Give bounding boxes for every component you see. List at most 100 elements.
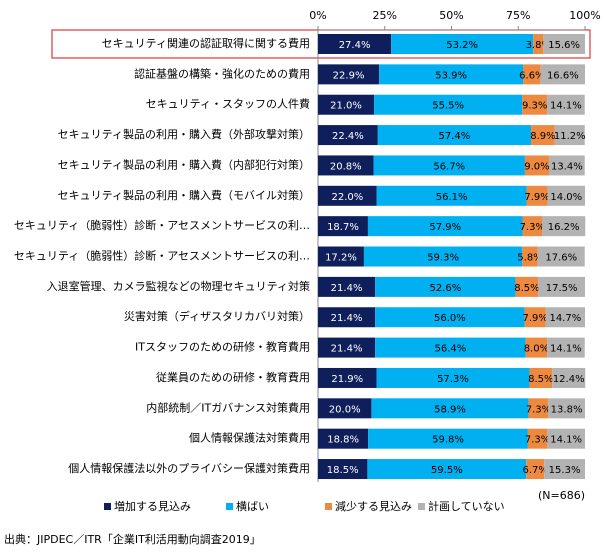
bar-segment [552, 367, 586, 388]
legend-swatch [418, 503, 425, 510]
value-label: 8.0% [524, 344, 549, 355]
bar-segment [537, 246, 585, 267]
bar-segment [545, 307, 585, 328]
bar-segment [318, 216, 368, 237]
value-label: 17.2% [325, 253, 357, 264]
value-label: 21.4% [331, 344, 363, 355]
value-label: 7.9% [524, 192, 549, 203]
bar-segment [318, 125, 378, 146]
value-label: 9.0% [524, 161, 549, 172]
bar-segment [376, 367, 530, 388]
bar-segment [318, 367, 377, 388]
value-label: 14.1% [550, 435, 582, 446]
category-label: セキュリティ（脆弱性）診断・アセスメントサービスの利… [14, 249, 310, 263]
bar-segment [318, 34, 392, 54]
bar-segment [547, 337, 585, 358]
bar-segment [373, 155, 525, 176]
source-note: 出典：JIPDEC／ITR「企業IT利活用動向調査2019」 [4, 532, 261, 546]
value-label: 7.3% [526, 404, 551, 415]
bar-segment [547, 94, 585, 115]
value-label: 14.1% [550, 344, 582, 355]
bar-segment [371, 398, 529, 419]
value-label: 22.0% [331, 192, 363, 203]
value-label: 57.4% [439, 131, 471, 142]
bar-segment [524, 307, 546, 328]
value-label: 59.3% [427, 253, 459, 264]
x-tick-label: 100% [569, 9, 600, 22]
value-label: 15.6% [548, 40, 580, 51]
bar-segment [543, 34, 585, 54]
value-label: 57.9% [429, 222, 461, 233]
value-label: 17.6% [545, 253, 577, 264]
value-label: 22.4% [332, 131, 364, 142]
bar-segment [523, 64, 541, 85]
x-tick-label: 75% [506, 9, 530, 22]
bar-segment [376, 185, 527, 206]
legend-label: 計画していない [428, 499, 505, 513]
bar-segment [526, 185, 548, 206]
bar-segment [374, 94, 523, 115]
category-label: セキュリティ製品の利用・購入費（モバイル対策） [58, 188, 310, 202]
value-label: 21.4% [331, 313, 363, 324]
value-label: 27.4% [339, 40, 371, 51]
legend-swatch [226, 503, 233, 510]
category-label: 災害対策（ディザスタリカバリ対策） [124, 309, 310, 323]
value-label: 8.9% [530, 131, 555, 142]
category-label: ITスタッフのための研修・教育費用 [135, 340, 310, 354]
value-label: 15.3% [549, 465, 581, 476]
value-label: 8.5% [528, 374, 553, 385]
bar-segment [379, 64, 524, 85]
bar-segment [524, 155, 549, 176]
value-label: 14.7% [549, 313, 581, 324]
bar-segment [547, 185, 585, 206]
bar-segment [318, 398, 372, 419]
bar-segment [548, 398, 585, 419]
legend-swatch [104, 503, 111, 510]
bar-segment [318, 428, 369, 449]
value-label: 5.8% [517, 253, 542, 264]
bar-segment [318, 246, 364, 267]
bar-segment [375, 307, 525, 328]
bar-segment [522, 94, 548, 115]
bar-segment [318, 337, 376, 358]
bar-segment [540, 64, 585, 85]
value-label: 17.5% [546, 283, 578, 294]
category-label: 従業員のための研修・教育費用 [156, 370, 310, 384]
bar-segment [538, 276, 585, 297]
value-label: 13.4% [551, 161, 583, 172]
value-label: 58.9% [434, 404, 466, 415]
bar-segment [528, 398, 549, 419]
x-tick-label: 0% [309, 9, 326, 22]
value-label: 53.9% [435, 70, 467, 81]
bar-segment [544, 459, 585, 480]
value-label: 18.5% [327, 465, 359, 476]
value-label: 3.8% [526, 40, 551, 51]
bar-segment [367, 216, 523, 237]
x-tick-label: 50% [439, 9, 463, 22]
bar-segment [318, 185, 377, 206]
category-label: 個人情報保護法以外のプライバシー保護対策費用 [68, 461, 310, 475]
value-label: 7.3% [520, 222, 545, 233]
bar-segment [318, 459, 368, 480]
value-label: 16.2% [548, 222, 580, 233]
value-label: 55.5% [432, 101, 464, 112]
legend-label: 横ばい [236, 499, 269, 513]
sample-size-note: (N=686) [538, 489, 585, 502]
value-label: 21.9% [331, 374, 363, 385]
bar-segment [363, 246, 523, 267]
bar-segment [318, 307, 376, 328]
value-label: 12.4% [553, 374, 585, 385]
bar-segment [522, 246, 538, 267]
bar-segment [548, 155, 585, 176]
value-label: 56.4% [435, 344, 467, 355]
value-label: 21.4% [331, 283, 363, 294]
category-label: セキュリティ製品の利用・購入費（外部攻撃対策） [58, 127, 310, 141]
bar-segment [547, 428, 585, 449]
value-label: 18.8% [327, 435, 359, 446]
value-label: 14.0% [550, 192, 582, 203]
category-label: セキュリティ（脆弱性）診断・アセスメントサービスの利… [14, 218, 310, 232]
bar-segment [525, 337, 548, 358]
value-label: 59.5% [431, 465, 463, 476]
category-label: 入退室管理、カメラ監視などの物理セキュリティ対策 [47, 279, 310, 293]
